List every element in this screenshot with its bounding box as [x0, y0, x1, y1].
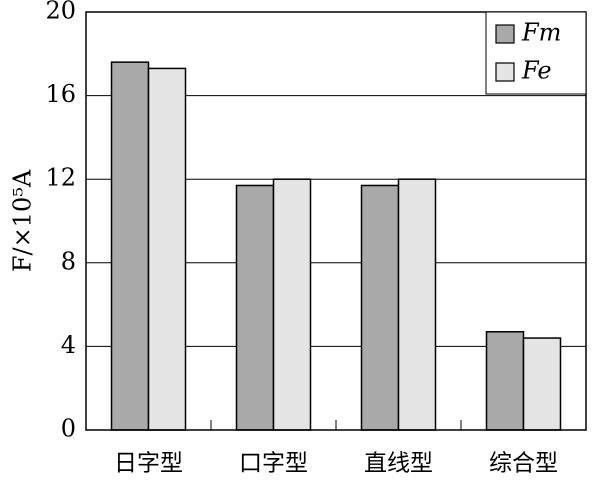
legend-label: Fm [521, 19, 561, 47]
bar [272, 178, 312, 431]
bar [485, 331, 525, 431]
x-tick-label: 口字型 [239, 451, 308, 477]
bar [235, 184, 275, 431]
x-tick-label: 日字型 [114, 451, 183, 477]
legend-swatch [495, 24, 515, 44]
y-tick-label: 8 [61, 247, 76, 275]
bar [397, 178, 437, 431]
y-tick-label: 20 [45, 0, 76, 25]
x-tick-label: 综合型 [489, 451, 558, 477]
bar [147, 67, 187, 431]
bar [360, 184, 400, 431]
bar [522, 337, 562, 431]
legend-label: Fe [521, 57, 552, 85]
y-tick-label: 4 [61, 331, 76, 359]
y-tick-label: 0 [61, 415, 76, 443]
plot-frame [85, 11, 587, 431]
legend-swatch [495, 62, 515, 82]
y-axis-label: F/×10⁵A [9, 169, 37, 272]
x-tick-label: 直线型 [364, 451, 433, 477]
y-tick-label: 16 [45, 80, 76, 108]
bar [110, 61, 150, 431]
y-tick-label: 12 [45, 164, 76, 192]
